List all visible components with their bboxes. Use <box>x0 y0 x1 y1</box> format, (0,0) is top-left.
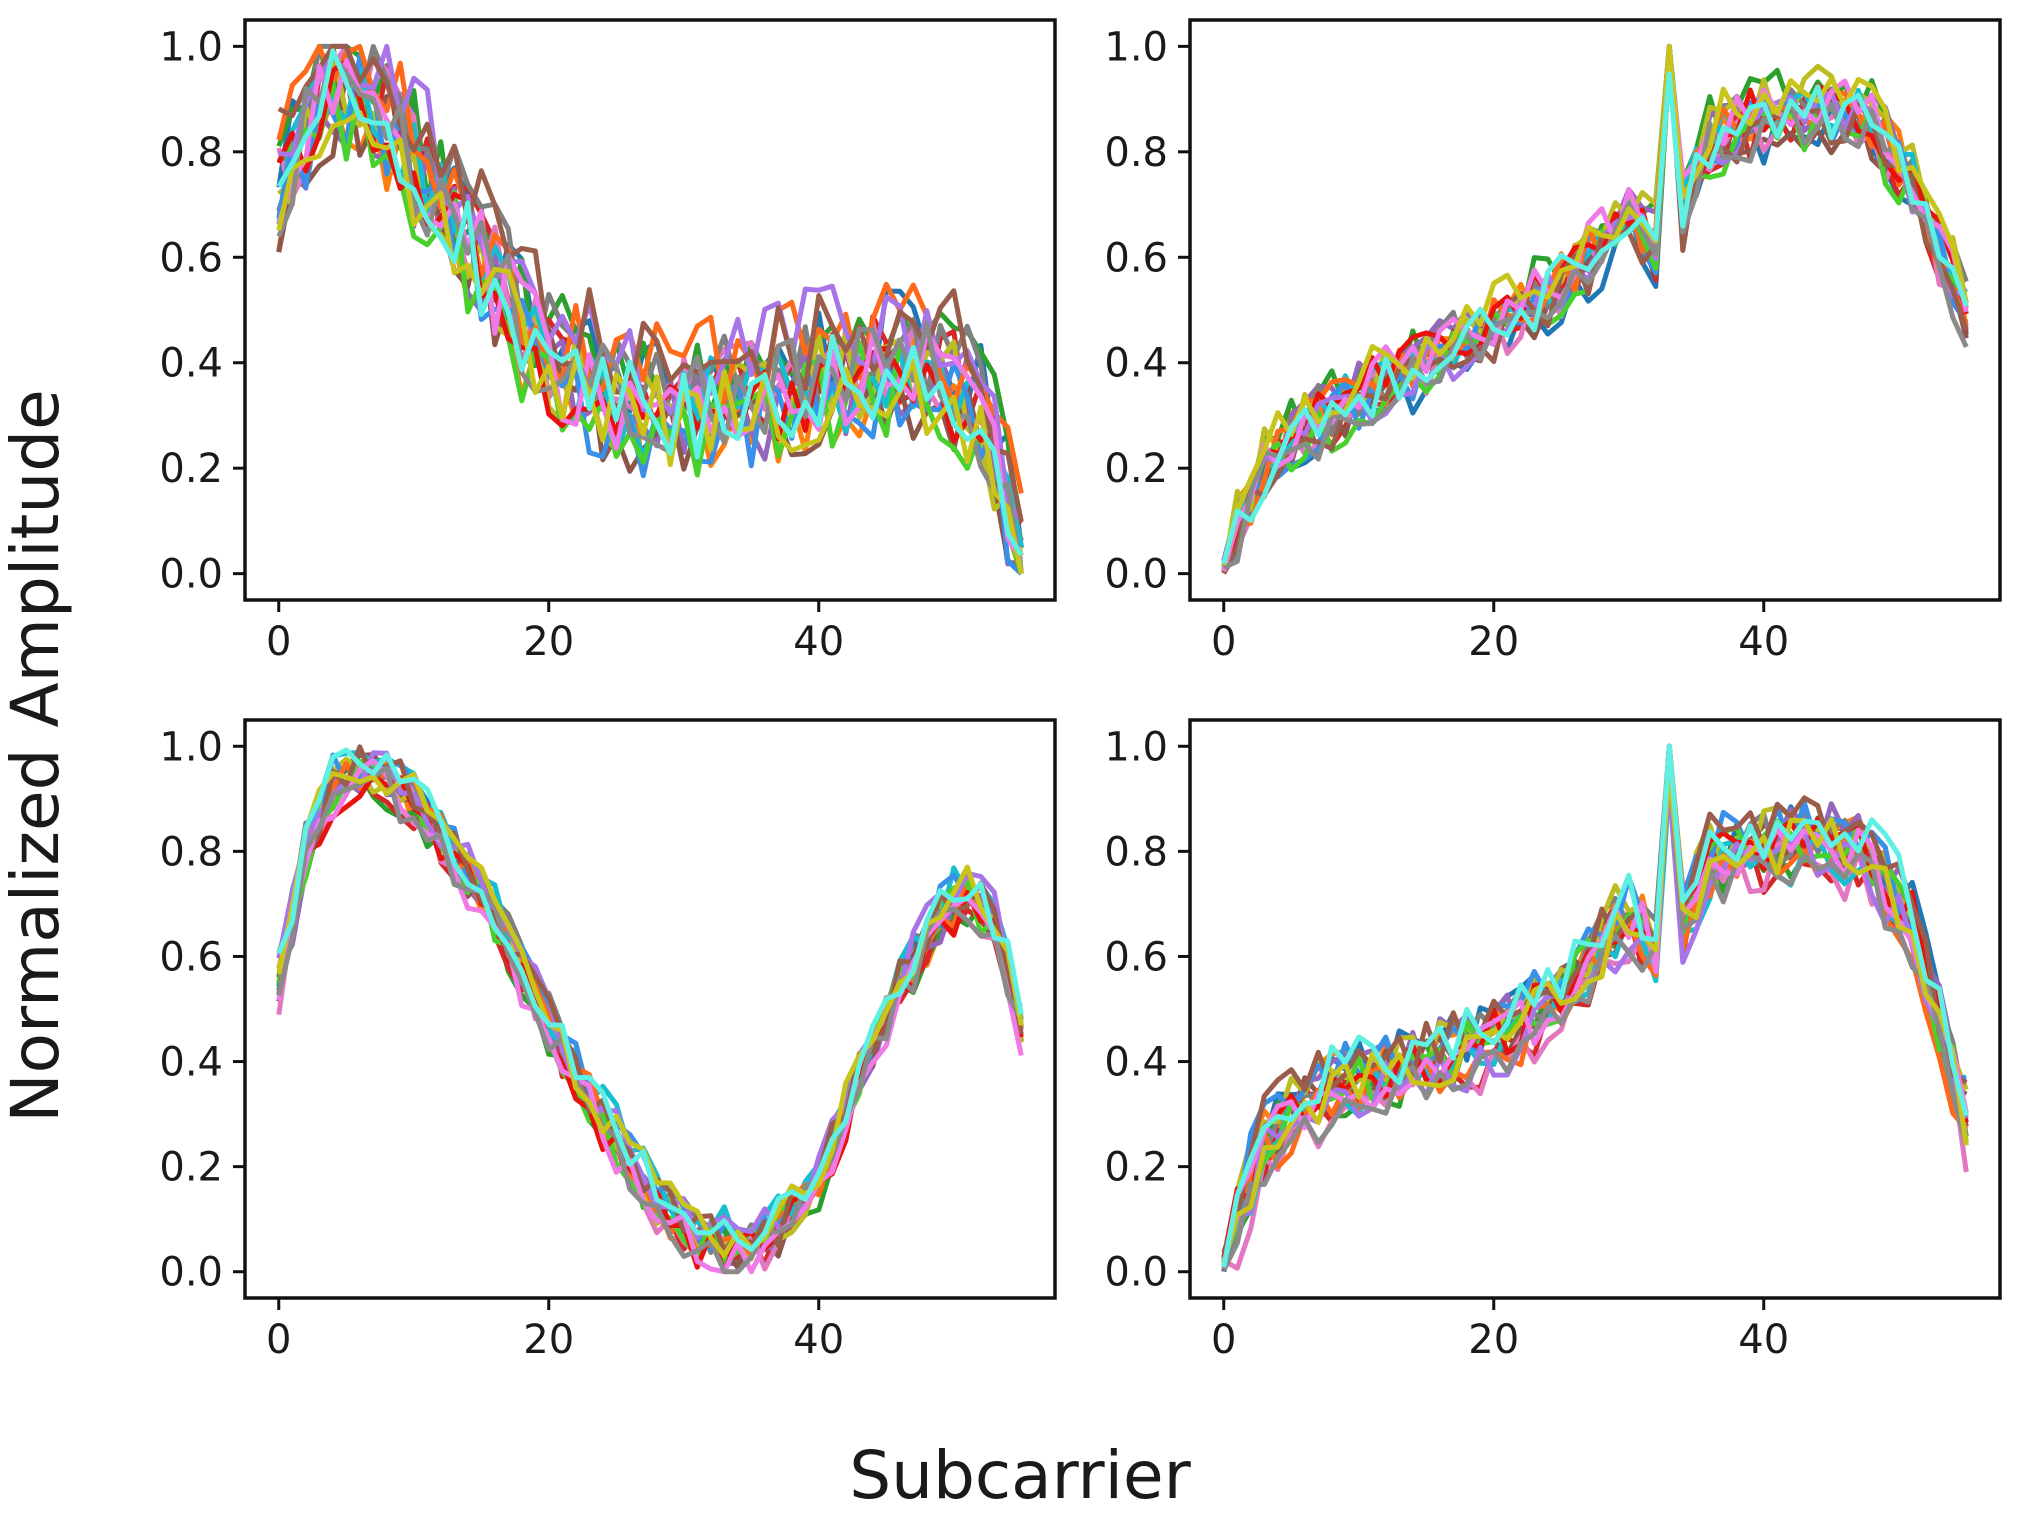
y-tick-label: 0.2 <box>1104 1145 1168 1191</box>
y-tick-label: 0.6 <box>159 235 223 281</box>
y-tick-label: 0.2 <box>159 446 223 492</box>
y-tick-label: 0.4 <box>1104 1040 1168 1086</box>
subplot-top-left: 0 20 40 0.0 0.2 0.4 0.6 0.8 1.0 <box>159 18 1057 665</box>
series-line <box>1221 743 1969 1268</box>
series-line <box>1221 71 1969 565</box>
axes-frame <box>1188 18 2002 602</box>
y-tick-label: 1.0 <box>159 724 223 770</box>
series-line <box>276 747 1024 1253</box>
y-axis-title: Normalized Amplitude <box>0 389 74 1122</box>
y-tick-label: 1.0 <box>1104 24 1168 70</box>
x-tick-label: 40 <box>1738 619 1789 665</box>
y-tick-label: 0.4 <box>1104 341 1168 387</box>
series-group <box>1221 743 1969 1273</box>
y-tick-label: 0.0 <box>159 1250 223 1296</box>
axes-frame <box>243 718 1057 1300</box>
series-group <box>276 43 1024 576</box>
x-tick-label: 20 <box>523 619 574 665</box>
x-tick-label: 0 <box>266 619 291 665</box>
series-line <box>1221 743 1968 1254</box>
x-tick-label: 40 <box>1738 1317 1789 1363</box>
y-tick-label: 0.8 <box>1104 829 1168 875</box>
series-line <box>1221 46 1969 571</box>
series-line <box>1222 51 1969 570</box>
subplot-bottom-right: 0 20 40 0.0 0.2 0.4 0.6 0.8 1.0 <box>1104 718 2002 1363</box>
series-line <box>276 52 1024 574</box>
y-tick-label: 1.0 <box>1104 724 1168 770</box>
series-line <box>276 744 1024 1254</box>
x-tick-label: 20 <box>1468 1317 1519 1363</box>
subplot-bottom-left: 0 20 40 0.0 0.2 0.4 0.6 0.8 1.0 <box>159 718 1057 1363</box>
subplot-top-right: 0 20 40 0.0 0.2 0.4 0.6 0.8 1.0 <box>1104 18 2002 665</box>
x-tick-label: 0 <box>1211 1317 1236 1363</box>
y-tick-label: 0.2 <box>1104 446 1168 492</box>
x-tick-label: 20 <box>523 1317 574 1363</box>
x-tick-label: 40 <box>793 1317 844 1363</box>
series-line <box>1221 766 1969 1264</box>
y-tick-label: 0.6 <box>159 934 223 980</box>
y-tick-label: 0.0 <box>1104 552 1168 598</box>
y-tick-label: 0.8 <box>159 130 223 176</box>
axes-frame <box>1188 718 2002 1300</box>
y-tick-label: 0.2 <box>159 1145 223 1191</box>
series-line <box>276 110 1024 575</box>
y-tick-label: 0.6 <box>1104 934 1168 980</box>
x-tick-label: 0 <box>1211 619 1236 665</box>
series-line <box>276 758 1024 1275</box>
series-group <box>276 744 1024 1275</box>
x-tick-label: 20 <box>1468 619 1519 665</box>
y-tick-label: 0.0 <box>159 552 223 598</box>
y-tick-label: 0.4 <box>159 1040 223 1086</box>
y-tick-label: 0.8 <box>1104 130 1168 176</box>
series-line <box>1221 43 1969 566</box>
y-tick-label: 0.4 <box>159 341 223 387</box>
panels: 0 20 40 0.0 0.2 0.4 0.6 0.8 1.0 0 20 40 0.0 0.2 0.4 0.6… <box>159 18 2002 1363</box>
x-tick-label: 40 <box>793 619 844 665</box>
series-group <box>1221 43 1969 575</box>
axes-frame <box>243 18 1057 602</box>
y-tick-label: 0.6 <box>1104 235 1168 281</box>
y-tick-label: 0.8 <box>159 829 223 875</box>
y-tick-label: 1.0 <box>159 24 223 70</box>
x-tick-label: 0 <box>266 1317 291 1363</box>
x-axis-title: Subcarrier <box>849 1437 1191 1513</box>
series-line <box>276 48 1024 557</box>
y-tick-label: 0.0 <box>1104 1250 1168 1296</box>
